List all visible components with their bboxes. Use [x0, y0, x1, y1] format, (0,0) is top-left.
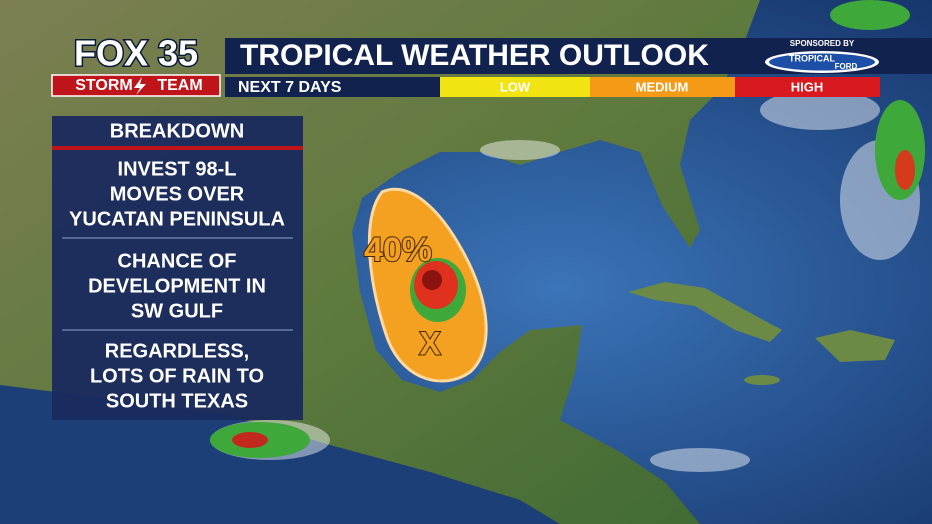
- storm-center: [422, 270, 442, 290]
- breakdown-line: CHANCE OF: [118, 250, 237, 272]
- title-underline: [52, 146, 303, 150]
- breakdown-line: LOTS OF RAIN TO: [90, 365, 264, 387]
- breakdown-line: YUCATAN PENINSULA: [69, 208, 285, 230]
- breakdown-line: MOVES OVER: [110, 183, 245, 205]
- jamaica: [744, 375, 780, 385]
- legend-high: [735, 77, 880, 97]
- breakdown-panel: [52, 116, 303, 420]
- zone-label: 40%: [364, 231, 432, 269]
- brand-left: STORM: [75, 77, 132, 94]
- breakdown-items: INVEST 98-L MOVES OVER YUCATAN PENINSULA CH…: [69, 158, 285, 412]
- breakdown-line: INVEST 98-L: [118, 158, 237, 180]
- center-marker: X: [419, 325, 441, 361]
- legend-medium: [590, 77, 735, 97]
- sponsor-name: FORD: [835, 62, 858, 71]
- breakdown-title: BREAKDOWN: [110, 120, 244, 142]
- breakdown-line: DEVELOPMENT IN: [88, 275, 266, 297]
- breakdown-line: REGARDLESS,: [105, 340, 249, 362]
- breakdown-line: SOUTH TEXAS: [106, 390, 248, 412]
- cuba: [628, 282, 782, 342]
- brand-right: TEAM: [157, 77, 202, 94]
- rain-cells: [210, 0, 925, 458]
- legend-low: [440, 77, 590, 97]
- legend-label: LOW: [500, 79, 531, 94]
- lightning-icon: [134, 77, 146, 95]
- breakdown-line: SW GULF: [131, 300, 223, 322]
- subtitle-bar: [225, 77, 440, 97]
- legend-label: MEDIUM: [636, 79, 689, 94]
- sponsor-label: SPONSORED BY: [790, 39, 855, 48]
- subtitle: NEXT 7 DAYS: [238, 79, 342, 96]
- station-logo: FOX 35: [74, 33, 198, 74]
- hispaniola: [815, 330, 895, 362]
- title: TROPICAL WEATHER OUTLOOK: [240, 39, 709, 72]
- sponsor-logo-inner: [769, 53, 875, 71]
- sponsor-name: TROPICAL: [789, 53, 836, 63]
- legend-label: HIGH: [791, 79, 824, 94]
